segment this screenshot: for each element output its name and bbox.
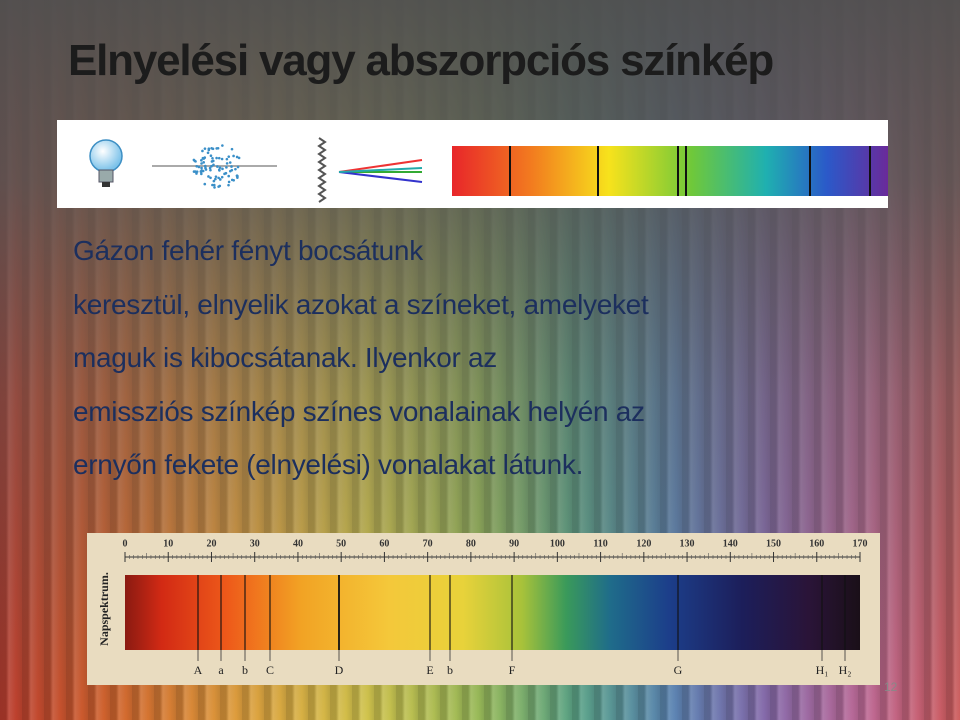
line-label: F bbox=[509, 663, 516, 677]
scale-label: 110 bbox=[593, 538, 607, 549]
absorption-lines bbox=[509, 146, 871, 196]
slide-title: Elnyelési vagy abszorpciós színkép bbox=[68, 36, 774, 85]
line-label: G bbox=[674, 663, 683, 677]
body-line: Gázon fehér fényt bocsátunk bbox=[73, 235, 423, 266]
line-label: b bbox=[447, 663, 453, 677]
scale-label: 0 bbox=[123, 538, 128, 549]
scale-label: 140 bbox=[723, 538, 738, 549]
scale-label: 150 bbox=[766, 538, 781, 549]
line-label: H₂ bbox=[839, 663, 852, 677]
scale-label: 50 bbox=[336, 538, 346, 549]
scale-label: 60 bbox=[379, 538, 389, 549]
body-line: ernyőn fekete (elnyelési) vonalakat látu… bbox=[73, 449, 584, 480]
spectrum-band bbox=[125, 575, 860, 650]
scale-label: 30 bbox=[250, 538, 260, 549]
line-label: C bbox=[266, 663, 274, 677]
spectrum-band bbox=[452, 146, 888, 196]
solar-spectrum: Napspektrum. 0 10 20 30 40 50 60 70 80 90 100 110 12… bbox=[87, 533, 880, 685]
gas-cloud bbox=[192, 144, 241, 189]
line-label: H₁ bbox=[816, 663, 829, 677]
scale-label: 120 bbox=[636, 538, 651, 549]
line-label: A bbox=[194, 663, 203, 677]
dispersed-rays bbox=[338, 159, 423, 183]
page-number: 12 bbox=[884, 680, 898, 694]
scale-label: 130 bbox=[680, 538, 695, 549]
grating bbox=[317, 137, 327, 203]
line-label: b bbox=[242, 663, 248, 677]
scale-label: 20 bbox=[206, 538, 216, 549]
scale-label: 80 bbox=[466, 538, 476, 549]
body-line: keresztül, elnyelik azokat a színeket, a… bbox=[73, 288, 649, 320]
line-label: D bbox=[335, 663, 344, 677]
scale-label: 40 bbox=[293, 538, 303, 549]
scale-label: 160 bbox=[809, 538, 824, 549]
body-line: emissziós színkép színes vonalainak hely… bbox=[73, 395, 645, 427]
scale-label: 170 bbox=[853, 538, 868, 549]
scale-label: 100 bbox=[550, 538, 565, 549]
line-label: E bbox=[426, 663, 433, 677]
body-line: maguk is kibocsátanak. Ilyenkor az bbox=[73, 342, 498, 373]
light-bulb bbox=[89, 139, 123, 187]
scale-label: 90 bbox=[509, 538, 519, 549]
scale-label: 70 bbox=[423, 538, 433, 549]
line-label: a bbox=[218, 663, 224, 677]
side-label: Napspektrum. bbox=[97, 572, 111, 646]
scale-label: 10 bbox=[163, 538, 173, 549]
absorption-diagram bbox=[57, 120, 888, 208]
